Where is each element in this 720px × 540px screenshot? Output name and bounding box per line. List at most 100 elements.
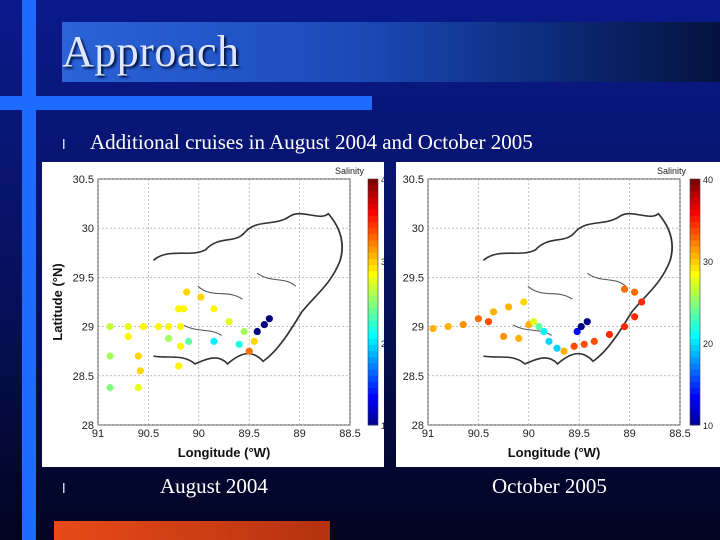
colorbar-tick-label: 10 bbox=[381, 421, 384, 431]
colorbar-segment bbox=[690, 320, 700, 328]
x-tick-label: 90 bbox=[193, 428, 205, 440]
y-tick-label: 28.5 bbox=[73, 371, 94, 383]
coastline bbox=[152, 212, 344, 366]
salinity-point bbox=[505, 303, 513, 311]
colorbar-segment bbox=[690, 400, 700, 408]
colorbar-tick-label: 40 bbox=[381, 175, 384, 185]
colorbar-segment bbox=[368, 289, 378, 297]
x-tick-label: 90.5 bbox=[138, 428, 159, 440]
salinity-point bbox=[210, 305, 218, 313]
bottom-accent-bar bbox=[54, 521, 330, 540]
colorbar-segment bbox=[368, 418, 378, 426]
salinity-map-august-2004: 91 90.5 90 89.5 89 88.5 30.5 30 29.5 29 28.5 28 Sali… bbox=[50, 166, 391, 460]
y-tick-label: 28 bbox=[82, 420, 94, 432]
colorbar-segment bbox=[690, 418, 700, 426]
x-tick-label: 91 bbox=[92, 428, 104, 440]
colorbar-segment bbox=[368, 209, 378, 217]
colorbar-segment bbox=[368, 283, 378, 291]
colorbar-segment bbox=[368, 185, 378, 192]
colorbar-segment bbox=[368, 228, 378, 235]
y-tick-label: 30 bbox=[82, 223, 94, 235]
y-tick-label: 29.5 bbox=[73, 272, 94, 284]
coastline-group bbox=[152, 212, 344, 366]
colorbar-segment bbox=[690, 265, 700, 272]
salinity-point bbox=[177, 342, 185, 350]
colorbar-segment bbox=[368, 179, 378, 186]
colorbar-segment bbox=[368, 277, 378, 285]
title-band bbox=[62, 22, 720, 82]
x-tick-label: 90.5 bbox=[468, 428, 489, 440]
colorbar-segment bbox=[690, 191, 700, 198]
colorbar-segment bbox=[690, 363, 700, 371]
salinity-point bbox=[164, 323, 173, 331]
colorbar-segment bbox=[368, 240, 378, 248]
salinity-point bbox=[250, 337, 258, 345]
map-panel-october-2005: 91 90.5 90 89.5 89 88.5 30.5 30 29.5 29 28.5 28 Sali… bbox=[396, 162, 720, 467]
salinity-point bbox=[570, 342, 578, 350]
colorbar-segment bbox=[368, 234, 378, 241]
colorbar-segment bbox=[690, 406, 700, 414]
salinity-point bbox=[500, 332, 508, 341]
colorbar-tick-label: 20 bbox=[381, 339, 384, 349]
salinity-point bbox=[605, 330, 614, 339]
salinity-point bbox=[489, 308, 498, 316]
x-axis-label: Longitude (°W) bbox=[178, 445, 271, 460]
colorbar-segment bbox=[690, 234, 700, 241]
y-tick-label: 30.5 bbox=[403, 174, 424, 186]
salinity-point bbox=[139, 323, 147, 331]
colorbar-segment bbox=[368, 375, 378, 383]
salinity-point bbox=[235, 340, 243, 348]
colorbar-segment bbox=[368, 400, 378, 408]
salinity-point bbox=[553, 344, 561, 352]
colorbar-segment bbox=[690, 277, 700, 285]
salinity-point bbox=[154, 323, 163, 331]
salinity-point bbox=[175, 362, 183, 370]
colorbar-frame bbox=[367, 178, 379, 426]
x-tick-label: 88.5 bbox=[339, 428, 360, 440]
colorbar-segment bbox=[690, 357, 700, 364]
marsh-outline bbox=[182, 272, 297, 336]
colorbar-tick-label: 30 bbox=[703, 257, 713, 267]
colorbar-segment bbox=[690, 369, 700, 377]
salinity-point bbox=[631, 313, 639, 321]
colorbar-segment bbox=[690, 197, 700, 205]
salinity-point bbox=[106, 323, 114, 331]
vertical-accent-bar bbox=[22, 0, 36, 540]
salinity-point bbox=[164, 334, 173, 343]
bullet-marker-2: l bbox=[62, 482, 66, 497]
colorbar-segment bbox=[368, 332, 378, 340]
colorbar-tick-label: 10 bbox=[703, 421, 713, 431]
x-tick-label: 89.5 bbox=[568, 428, 589, 440]
salinity-point bbox=[577, 323, 585, 331]
x-tick-label: 90 bbox=[523, 428, 535, 440]
colorbar-frame bbox=[689, 178, 701, 426]
colorbar-segment bbox=[690, 222, 700, 229]
salinity-point bbox=[429, 324, 437, 333]
x-tick-label: 89 bbox=[623, 428, 635, 440]
salinity-point bbox=[265, 315, 273, 323]
colorbar-segment bbox=[690, 381, 700, 389]
colorbar-label: Salinity bbox=[657, 166, 687, 176]
colorbar-segment bbox=[690, 308, 700, 315]
salinity-point bbox=[177, 323, 185, 331]
colorbar-segment bbox=[690, 295, 700, 303]
x-tick-label: 89 bbox=[293, 428, 305, 440]
salinity-point bbox=[136, 367, 144, 375]
salinity-point bbox=[225, 318, 233, 326]
salinity-point bbox=[580, 340, 588, 348]
salinity-point bbox=[245, 347, 253, 355]
salinity-point bbox=[210, 337, 218, 345]
colorbar-segment bbox=[690, 215, 700, 223]
salinity-point bbox=[106, 384, 114, 392]
colorbar-segment bbox=[368, 271, 378, 278]
colorbar-segment bbox=[368, 320, 378, 328]
colorbar-segment bbox=[368, 215, 378, 223]
bullet-marker-1: l bbox=[62, 138, 66, 153]
colorbar-segment bbox=[690, 271, 700, 278]
colorbar-segment bbox=[690, 289, 700, 297]
colorbar-segment bbox=[690, 388, 700, 395]
marsh-outline bbox=[512, 272, 627, 336]
y-tick-label: 28 bbox=[412, 420, 424, 432]
colorbar-segment bbox=[690, 332, 700, 340]
salinity-point bbox=[515, 334, 523, 343]
